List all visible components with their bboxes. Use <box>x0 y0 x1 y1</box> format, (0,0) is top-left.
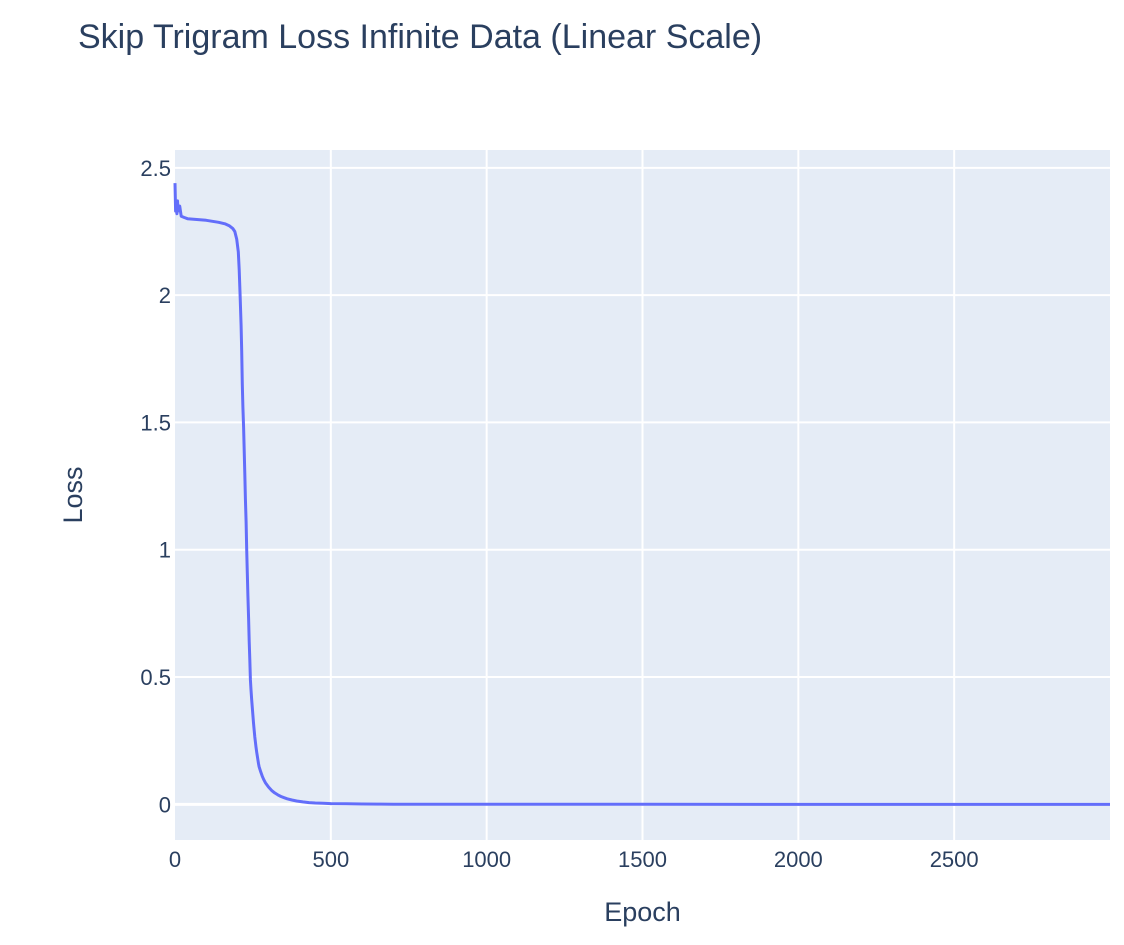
y-tick-labels: 0 0.5 1 1.5 2 2.5 <box>140 156 171 818</box>
y-axis-label: Loss <box>58 466 88 523</box>
x-gridlines <box>329 150 956 840</box>
x-tick-label: 1500 <box>618 847 667 872</box>
y-tick-label: 1 <box>159 538 171 563</box>
y-tick-label: 2.5 <box>140 156 171 181</box>
y-tick-label: 1.5 <box>140 410 171 435</box>
x-tick-label: 0 <box>169 847 181 872</box>
y-tick-label: 0 <box>159 792 171 817</box>
x-tick-label: 2500 <box>930 847 979 872</box>
x-tick-label: 1000 <box>462 847 511 872</box>
series-line <box>173 183 1110 806</box>
series-layer <box>173 183 1110 806</box>
chart-title: Skip Trigram Loss Infinite Data (Linear … <box>78 18 763 56</box>
y-tick-label: 2 <box>159 283 171 308</box>
x-axis-label: Epoch <box>604 897 681 927</box>
y-tick-label: 0.5 <box>140 665 171 690</box>
x-tick-labels: 0 500 1000 1500 2000 2500 <box>169 847 979 872</box>
x-tick-label: 2000 <box>774 847 823 872</box>
x-tick-label: 500 <box>312 847 349 872</box>
